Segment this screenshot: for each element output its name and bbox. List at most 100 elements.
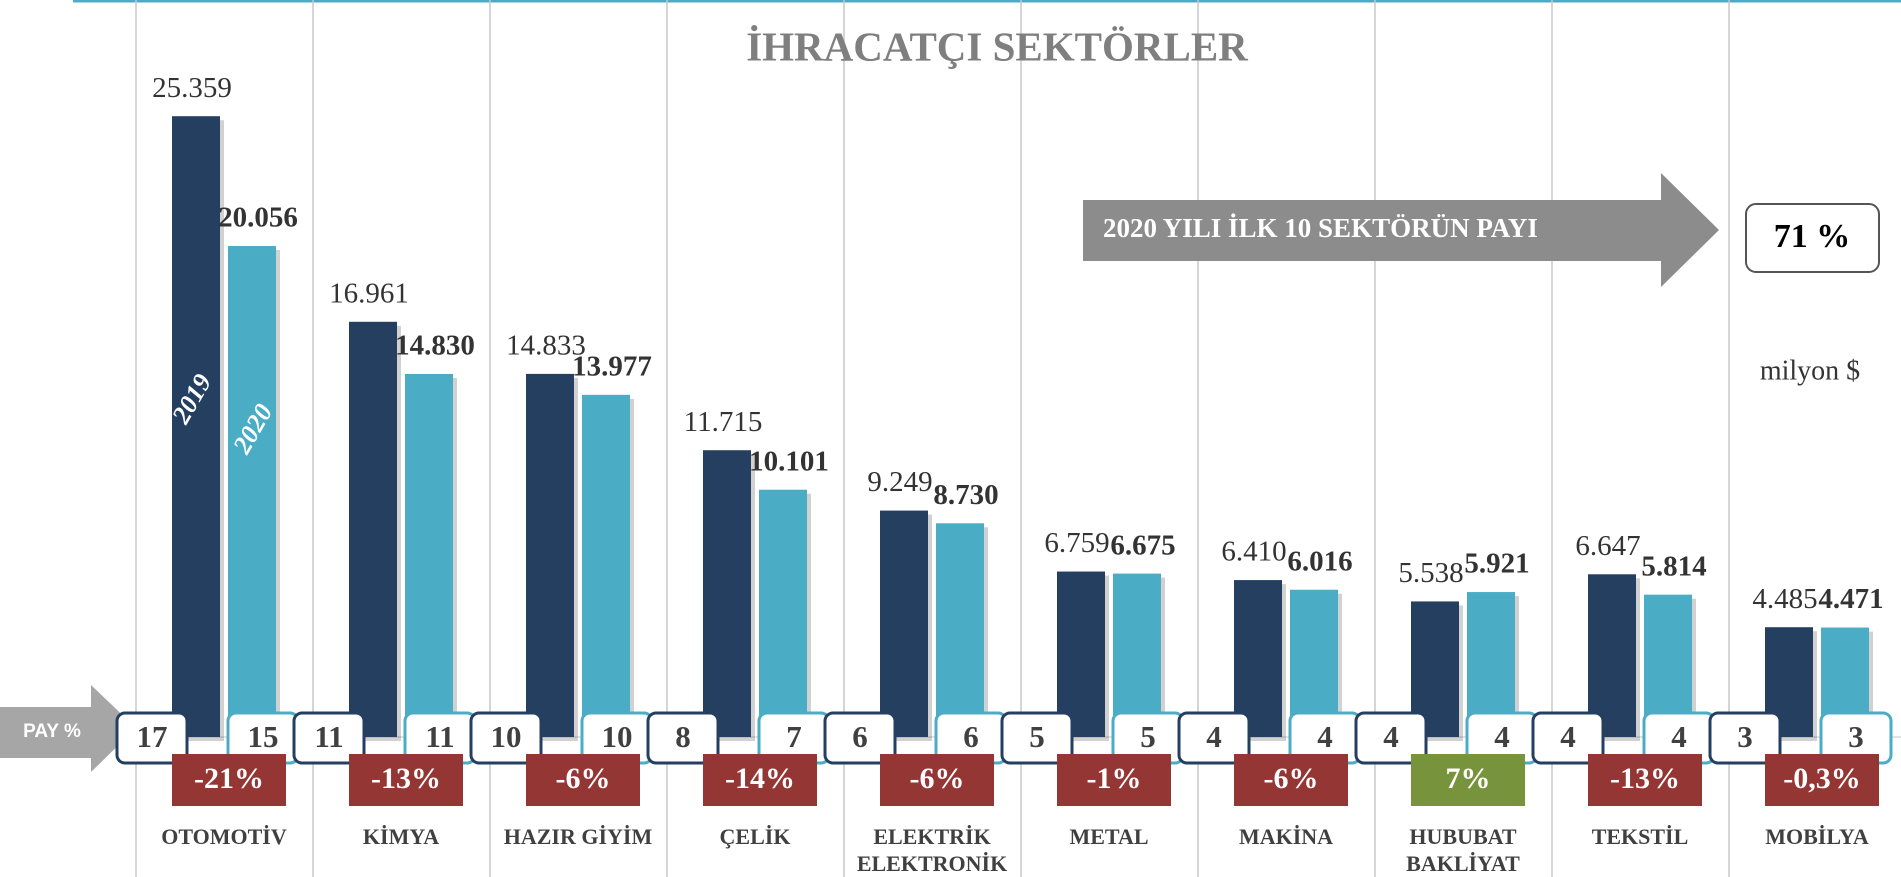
value-label: 16.961 xyxy=(329,277,409,309)
share-box xyxy=(1177,711,1251,765)
value-label: 10.101 xyxy=(749,445,829,477)
category-label: TEKSTİL xyxy=(1592,824,1689,849)
bar xyxy=(582,394,630,737)
value-label: 13.977 xyxy=(572,350,652,382)
value-label: 11.715 xyxy=(684,406,763,438)
change-box xyxy=(703,754,817,806)
value-label: 9.249 xyxy=(867,466,932,498)
value-label: 6.016 xyxy=(1287,545,1352,577)
change-box xyxy=(1057,754,1171,806)
share-value: 4 xyxy=(1317,719,1333,754)
change-box xyxy=(172,754,286,806)
category-label: ÇELİK xyxy=(720,824,791,849)
bar xyxy=(172,116,220,738)
bar xyxy=(703,450,751,737)
share-box xyxy=(1000,711,1074,765)
category-label: MOBİLYA xyxy=(1765,824,1869,849)
value-label: 5.538 xyxy=(1398,557,1463,589)
share-box xyxy=(469,711,543,765)
bar xyxy=(405,373,453,737)
value-label: 5.921 xyxy=(1464,548,1529,580)
bar xyxy=(526,373,574,737)
change-label: -1% xyxy=(1087,762,1142,795)
change-label: -21% xyxy=(194,762,264,795)
callout-arrow xyxy=(1083,173,1719,287)
share-value: 4 xyxy=(1671,719,1687,754)
share-value: 4 xyxy=(1383,719,1399,754)
share-value: 11 xyxy=(425,719,454,754)
value-label: 20.056 xyxy=(218,202,298,234)
change-box xyxy=(880,754,994,806)
value-label: 6.675 xyxy=(1110,529,1175,561)
share-value: 15 xyxy=(248,719,279,754)
share-value: 10 xyxy=(602,719,633,754)
change-label: -6% xyxy=(910,762,965,795)
share-box xyxy=(823,711,897,765)
share-box xyxy=(115,711,189,765)
share-value: 4 xyxy=(1560,719,1576,754)
value-label: 6.647 xyxy=(1575,530,1640,562)
share-value: 8 xyxy=(675,719,691,754)
share-value: 5 xyxy=(1140,719,1156,754)
change-box xyxy=(349,754,463,806)
unit-label: milyon $ xyxy=(1760,355,1860,386)
share-box xyxy=(1708,711,1782,765)
change-label: -6% xyxy=(556,762,611,795)
category-label: METAL xyxy=(1069,824,1148,849)
chart-title: İHRACATÇI SEKTÖRLER xyxy=(746,23,1248,69)
value-label: 14.830 xyxy=(395,330,475,362)
share-value: 3 xyxy=(1848,719,1864,754)
category-label: HAZIR GİYİM xyxy=(504,824,653,849)
change-box xyxy=(1588,754,1702,806)
change-label: -13% xyxy=(1610,762,1680,795)
callout-text: 2020 YILI İLK 10 SEKTÖRÜN PAYI xyxy=(1103,213,1538,243)
bar xyxy=(880,510,928,737)
callout-box xyxy=(1745,203,1880,273)
value-label: 4.471 xyxy=(1818,583,1883,615)
value-label: 8.730 xyxy=(933,479,998,511)
bar xyxy=(1057,571,1105,737)
bar xyxy=(349,321,397,737)
share-value: 17 xyxy=(137,719,168,754)
value-label: 6.410 xyxy=(1221,536,1286,568)
change-label: -14% xyxy=(725,762,795,795)
bar xyxy=(1113,573,1161,737)
category-label: KİMYA xyxy=(363,824,439,849)
bar xyxy=(936,523,984,737)
value-label: 5.814 xyxy=(1641,550,1706,582)
change-box xyxy=(1411,754,1525,806)
value-label: 4.485 xyxy=(1752,583,1817,615)
change-label: -0,3% xyxy=(1783,762,1861,795)
category-label: ELEKTRİK ELEKTRONİK xyxy=(857,824,1007,876)
share-label: PAY % xyxy=(23,721,81,742)
value-label: 6.759 xyxy=(1044,527,1109,559)
share-arrow xyxy=(0,685,136,772)
change-box xyxy=(1234,754,1348,806)
value-label: 25.359 xyxy=(152,72,232,104)
change-label: 7% xyxy=(1446,762,1491,795)
share-box xyxy=(646,711,720,765)
category-label: OTOMOTİV xyxy=(161,824,287,849)
share-box xyxy=(1531,711,1605,765)
share-value: 7 xyxy=(786,719,802,754)
change-label: -6% xyxy=(1264,762,1319,795)
change-box xyxy=(1765,754,1879,806)
bar xyxy=(1234,580,1282,737)
share-value: 4 xyxy=(1494,719,1510,754)
share-value: 3 xyxy=(1737,719,1753,754)
share-value: 5 xyxy=(1029,719,1045,754)
change-box xyxy=(526,754,640,806)
change-label: -13% xyxy=(371,762,441,795)
category-label: HUBUBAT BAKLİYAT xyxy=(1406,824,1520,876)
share-value: 10 xyxy=(491,719,522,754)
category-label: MAKİNA xyxy=(1239,824,1333,849)
share-value: 11 xyxy=(314,719,343,754)
share-value: 6 xyxy=(963,719,979,754)
bar xyxy=(228,246,276,737)
value-label: 14.833 xyxy=(506,330,586,362)
bar xyxy=(1588,574,1636,737)
share-value: 6 xyxy=(852,719,868,754)
share-box xyxy=(1354,711,1428,765)
